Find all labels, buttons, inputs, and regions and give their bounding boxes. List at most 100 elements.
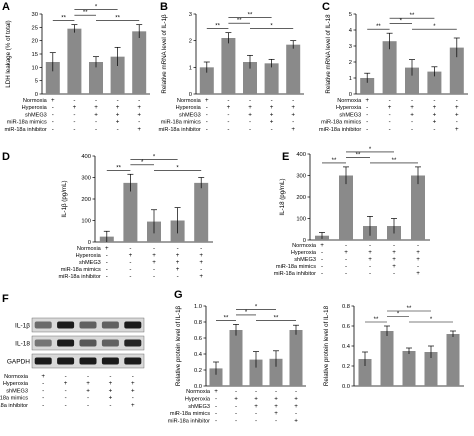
y-tick-label: 200 [296,195,306,201]
y-tick-label: 20 [32,39,38,45]
condition-sign: - [393,270,395,277]
y-tick-label: 0.6 [194,336,202,342]
chart-panel-g1: G 0.0 0.2 0.4 0.6 0.8 1.0 Relative protein leve… [168,289,306,425]
condition-sign: - [345,242,347,249]
condition-sign: - [321,263,323,270]
condition-sign: - [321,270,323,277]
condition-sign: - [417,242,419,249]
condition-sign: - [117,97,119,104]
condition-sign: + [131,387,135,394]
condition-sign: + [274,410,278,417]
bar [382,41,397,94]
blot-band [79,339,97,347]
condition-label: shMEG3 [294,257,316,263]
significance-label: ** [374,317,379,323]
condition-sign: - [393,242,395,249]
condition-label: miR-18a mimics [321,120,361,126]
condition-sign: + [291,104,295,111]
condition-sign: - [321,256,323,263]
bar [67,28,82,95]
condition-sign: - [249,97,251,104]
condition-label: Normoxia [337,98,362,104]
condition-sign: - [249,119,251,126]
bar [286,44,301,94]
significance-label: ** [376,24,381,30]
condition-sign: - [87,395,89,402]
blot-band [101,321,119,329]
bar [360,78,375,94]
condition-sign: + [270,111,274,118]
condition-sign: - [65,395,67,402]
blot-row-label: GAPDH [7,359,30,366]
condition-sign: + [248,104,252,111]
condition-sign: + [368,249,372,256]
condition-sign: - [227,119,229,126]
condition-sign: - [417,263,419,270]
condition-sign: + [320,242,324,249]
condition-sign: - [177,245,179,252]
condition-sign: + [116,111,120,118]
bar [446,334,460,386]
blot-band [57,339,75,347]
significance-label: * [369,147,372,153]
y-tick-label: 3 [349,44,352,50]
significance-label: ** [61,16,66,22]
condition-sign: + [64,380,68,387]
panel-letter: E [282,151,289,163]
condition-sign: + [416,256,420,263]
significance-label: ** [83,10,88,16]
y-axis-label: Relative mRNA level of IL-1β [161,14,168,94]
condition-sign: + [227,104,231,111]
condition-sign: - [206,126,208,133]
condition-sign: - [235,418,237,425]
condition-label: Hyperoxia [76,253,102,259]
condition-sign: + [388,104,392,111]
condition-sign: + [152,259,156,266]
condition-sign: + [137,111,141,118]
condition-sign: + [199,259,203,266]
condition-sign: + [270,104,274,111]
blot-band [79,357,97,365]
condition-sign: - [345,263,347,270]
condition-sign: - [138,97,140,104]
condition-sign: + [274,395,278,402]
bar [405,67,419,94]
y-tick-label: 1 [189,65,192,71]
condition-label: miR-18a inhibitor [0,403,28,409]
y-axis-label: IL-1β (pg/mL) [61,180,68,217]
condition-label: Hyperoxia [22,105,48,111]
y-tick-label: 0.0 [194,384,202,390]
condition-label: miR-18a inhibitor [159,127,201,133]
condition-sign: - [177,273,179,280]
condition-sign: - [138,119,140,126]
condition-sign: - [73,97,75,104]
condition-label: Normoxia [292,243,317,249]
condition-sign: + [94,104,98,111]
condition-sign: + [199,252,203,259]
y-tick-label: 30 [32,12,38,18]
condition-sign: + [199,273,203,280]
y-tick-label: 0.8 [194,320,202,326]
y-tick-label: 2 [349,60,352,66]
condition-label: Normoxia [186,389,211,395]
panel-letter: G [174,289,183,301]
condition-sign: + [116,104,120,111]
condition-sign: + [433,104,437,111]
condition-sign: + [254,403,258,410]
condition-sign: + [109,380,113,387]
y-tick-label: 5 [349,12,352,18]
condition-sign: + [109,387,113,394]
significance-label: * [176,165,179,171]
condition-sign: - [275,418,277,425]
condition-sign: - [389,97,391,104]
blot-row-label: IL-18 [15,341,30,348]
blot-band [34,357,52,365]
bar [269,358,283,386]
condition-sign: - [292,97,294,104]
significance-label: * [397,312,400,318]
condition-sign: - [42,387,44,394]
condition-sign: + [455,126,459,133]
condition-sign: + [254,395,258,402]
